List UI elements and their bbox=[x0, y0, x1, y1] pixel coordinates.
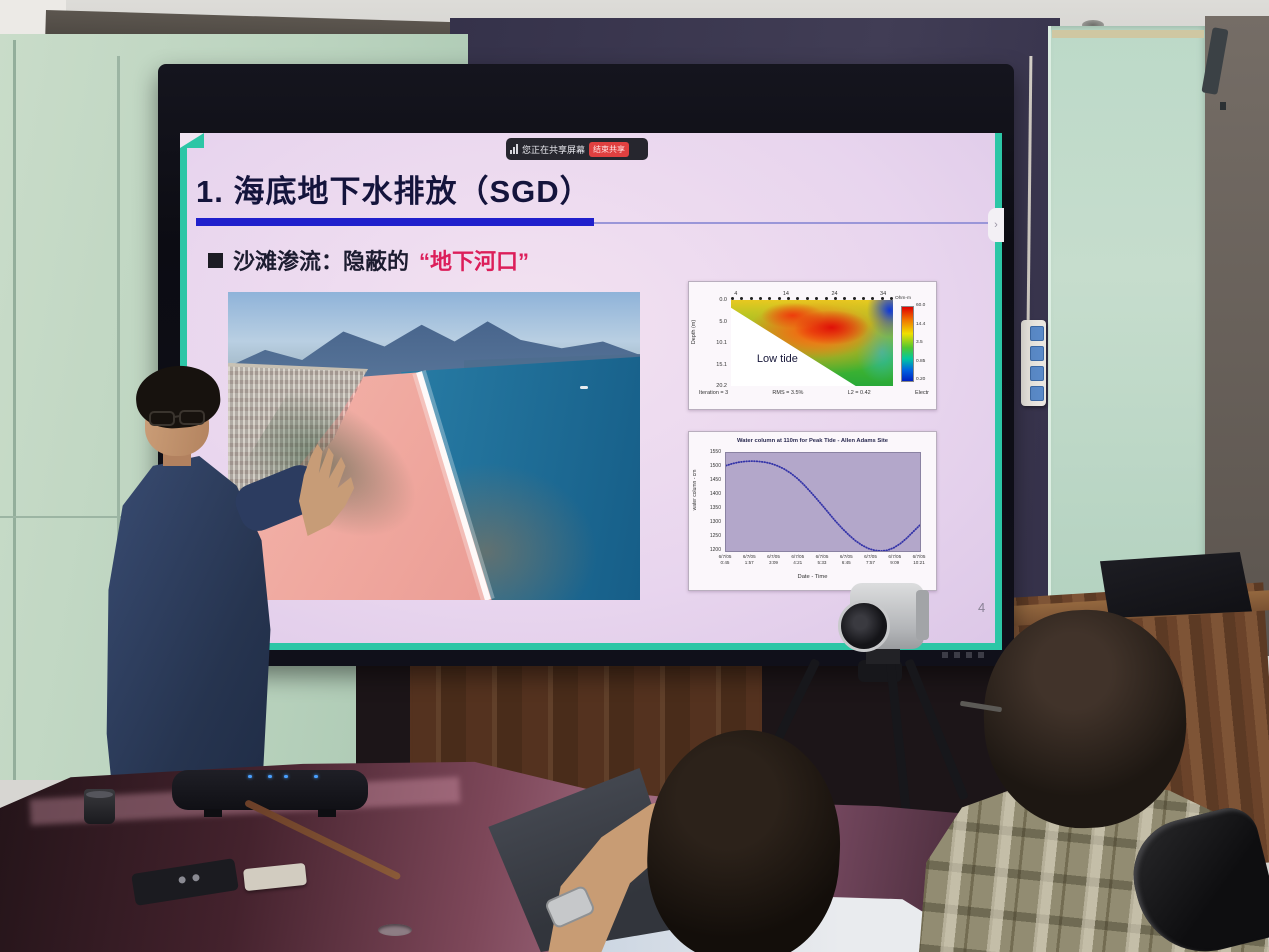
led-indicator bbox=[284, 775, 288, 778]
distance-tick-label: 34 bbox=[880, 291, 887, 297]
colorbar-tick-label: 60.0 bbox=[916, 303, 926, 308]
caption-part: RMS = 3.5% bbox=[772, 390, 804, 396]
water-level-tick-label: 1250 bbox=[709, 533, 721, 539]
share-banner-text: 您正在共享屏幕 bbox=[522, 144, 586, 155]
colorbar-tick-label: 14.4 bbox=[916, 321, 926, 327]
depth-tick-label: 10.1 bbox=[716, 340, 727, 346]
laptop-on-lectern bbox=[1100, 552, 1252, 618]
water-level-tick-label: 1400 bbox=[709, 491, 721, 497]
switch-button bbox=[1030, 366, 1044, 381]
colorbar-tick-label: 0.20 bbox=[916, 377, 926, 382]
water-level-tick-label: 1200 bbox=[709, 547, 721, 553]
bullet-marker bbox=[208, 252, 223, 268]
caption-part: Iteration = 3 bbox=[699, 390, 729, 396]
tide-x-axis-label: Date - Time bbox=[797, 574, 828, 580]
water-level-tick-label: 1350 bbox=[709, 505, 721, 511]
switch-button bbox=[1030, 346, 1044, 361]
boat bbox=[580, 386, 588, 389]
low-tide-label: Low tide bbox=[756, 353, 798, 366]
depth-tick-label: 20.2 bbox=[716, 383, 727, 389]
datetime-tick-label: 6/7/05 9:09 bbox=[888, 554, 902, 565]
depth-axis-label: Depth (m) bbox=[691, 319, 697, 345]
distance-tick-label: 14 bbox=[782, 291, 789, 297]
depth-tick-label: 5.0 bbox=[719, 318, 727, 325]
caption-part: Electr bbox=[914, 390, 929, 396]
cup bbox=[84, 789, 115, 824]
datetime-tick-label: 6/7/05 1:57 bbox=[742, 554, 756, 565]
surf-line bbox=[412, 370, 495, 600]
beach-aerial-photo bbox=[228, 292, 640, 600]
depth-tick-label: 15.1 bbox=[716, 361, 727, 368]
title-underline-thick bbox=[196, 218, 594, 226]
depth-tick-label: 0.0 bbox=[719, 297, 727, 303]
bullet-highlight-text: “地下河口” bbox=[419, 249, 530, 274]
speakerphone-bar bbox=[172, 770, 368, 817]
remote-button bbox=[178, 875, 187, 884]
colorbar-tick-label: 3.5 bbox=[916, 340, 923, 345]
signal-bars-icon bbox=[510, 144, 518, 154]
colorbar bbox=[901, 306, 914, 382]
led-indicator bbox=[314, 775, 318, 778]
slide-page-number: 4 bbox=[978, 600, 986, 615]
water-level-tick-label: 1300 bbox=[709, 519, 721, 525]
tide-plot-area bbox=[725, 452, 921, 552]
display-ports bbox=[942, 652, 986, 658]
datetime-tick-label: 6/7/05 7:57 bbox=[864, 554, 877, 565]
slide-frame-corner bbox=[180, 133, 204, 148]
stop-share-button: 结束共享 bbox=[589, 141, 630, 157]
datetime-tick-label: 6/7/05 4:21 bbox=[791, 554, 805, 565]
wall-groove bbox=[117, 56, 120, 780]
datetime-tick-label: 6/7/05 6:45 bbox=[839, 554, 853, 565]
tide-chart-panel: Water column at 110m for Peak Tide - All… bbox=[688, 431, 937, 591]
ceiling-light bbox=[1082, 20, 1104, 30]
distance-tick-label: 4 bbox=[734, 291, 738, 297]
led-indicator bbox=[268, 775, 272, 778]
glass-door bbox=[1048, 26, 1211, 640]
cable-grommet bbox=[378, 924, 412, 936]
camera-lens-icon bbox=[838, 600, 890, 652]
distance-tick-label: 24 bbox=[831, 291, 838, 297]
resistivity-chart-panel: Low tide Depth (m) 0.0 5.0 10.1 15.1 20.2 4 1… bbox=[688, 281, 937, 410]
water-level-tick-label: 1500 bbox=[709, 463, 721, 469]
right-wall bbox=[1205, 16, 1269, 656]
colorbar-tick-label: 0.85 bbox=[916, 358, 926, 364]
electrode-markers bbox=[731, 297, 893, 302]
slide-title: 1. 海底地下水排放（SGD） bbox=[196, 174, 592, 209]
door-hinge-screw bbox=[1220, 102, 1226, 110]
remote-button bbox=[191, 873, 200, 882]
bullet-text: 沙滩渗流：隐蔽的 bbox=[233, 249, 410, 274]
water-level-tick-label: 1550 bbox=[709, 449, 721, 455]
glass-door-rail bbox=[1052, 30, 1204, 38]
slide-frame bbox=[180, 643, 1002, 650]
switch-button bbox=[1030, 386, 1044, 401]
slide-frame bbox=[995, 133, 1002, 650]
speaker-foot bbox=[204, 809, 222, 817]
resistivity-plot: Low tide bbox=[731, 300, 893, 386]
slide-nav-handle: › bbox=[988, 208, 1004, 242]
screen-share-banner: 您正在共享屏幕 结束共享 bbox=[506, 138, 648, 160]
datetime-tick-label: 6/7/05 3:09 bbox=[767, 554, 780, 565]
datetime-tick-label: 6/7/05 5:33 bbox=[815, 554, 829, 565]
camera-hinge bbox=[916, 590, 929, 640]
tide-curve bbox=[725, 460, 921, 552]
tide-chart-title: Water column at 110m for Peak Tide - All… bbox=[737, 438, 888, 444]
wall-control-panel bbox=[1021, 320, 1046, 406]
datetime-tick-label: 6/7/05 0:45 bbox=[718, 554, 732, 565]
presenter-glasses bbox=[149, 410, 205, 426]
speaker-foot bbox=[318, 809, 336, 817]
switch-button bbox=[1030, 326, 1044, 341]
slide-bullet: 沙滩渗流：隐蔽的 “地下河口” bbox=[208, 244, 768, 276]
inversion-caption: Iteration = 3 RMS = 3.5% L2 = 0.42 Electr bbox=[699, 390, 929, 396]
led-indicator bbox=[248, 775, 252, 778]
colorbar-label: Ohm-m bbox=[895, 296, 911, 301]
caption-part: L2 = 0.42 bbox=[847, 390, 871, 396]
water-level-tick-label: 1450 bbox=[709, 477, 721, 483]
wall-groove bbox=[13, 40, 16, 780]
datetime-tick-label: 6/7/05 10:21 bbox=[912, 554, 926, 565]
